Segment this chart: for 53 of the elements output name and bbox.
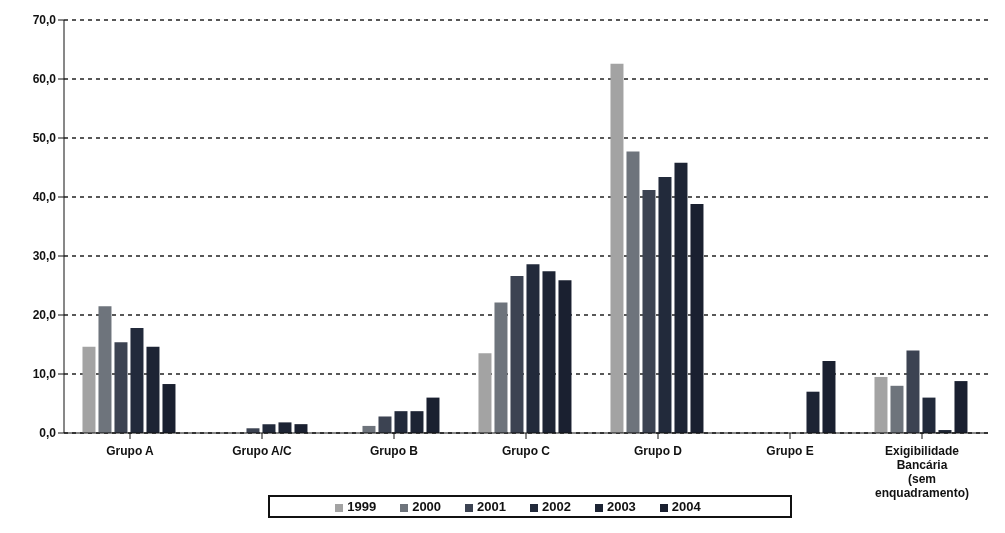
- legend-label: 1999: [347, 499, 377, 514]
- bar: [542, 271, 556, 433]
- x-tick-label: Grupo D: [634, 444, 683, 458]
- legend-label: 2002: [542, 499, 571, 514]
- y-tick-label: 0,0: [39, 426, 57, 441]
- legend-label: 2004: [671, 499, 701, 514]
- y-tick-label: 40,0: [32, 190, 57, 205]
- bar: [526, 264, 540, 433]
- x-tick-label: Grupo B: [370, 444, 419, 458]
- bar: [98, 306, 112, 433]
- bar: [874, 376, 888, 433]
- bar: [642, 189, 656, 433]
- y-tick-label: 60,0: [32, 72, 57, 87]
- bar: [378, 416, 392, 433]
- bar: [426, 397, 440, 433]
- bar: [690, 204, 704, 433]
- bar: [162, 384, 176, 433]
- bar: [954, 381, 968, 433]
- bar: [922, 397, 936, 433]
- bar: [494, 302, 508, 433]
- bar: [146, 346, 160, 433]
- x-tick-label: Exigibilidade Bancária (sem enquadramento): [874, 444, 970, 500]
- legend-label: 2000: [412, 499, 442, 514]
- bar: [890, 385, 904, 433]
- bar: [658, 176, 672, 433]
- y-tick-label: 20,0: [32, 308, 57, 323]
- bar: [410, 411, 424, 433]
- bar: [130, 327, 144, 433]
- legend-label: 2003: [606, 499, 636, 514]
- x-tick-label: Grupo C: [502, 444, 551, 458]
- y-tick-label: 70,0: [32, 13, 57, 28]
- x-tick-label: Grupo E: [766, 444, 814, 458]
- legend-label: 2001: [477, 499, 506, 514]
- y-tick-label: 50,0: [32, 131, 57, 146]
- bar: [278, 422, 292, 433]
- bar: [510, 276, 524, 433]
- bar: [610, 63, 624, 433]
- bar: [478, 353, 492, 433]
- bar: [558, 280, 572, 433]
- bar: [906, 350, 920, 433]
- y-tick-label: 30,0: [32, 249, 57, 264]
- bar: [82, 346, 96, 433]
- bar: [294, 424, 308, 433]
- bar: [674, 162, 688, 433]
- bar: [114, 342, 128, 433]
- y-tick-label: 10,0: [32, 367, 57, 382]
- bar: [262, 424, 276, 433]
- x-tick-label: Grupo A/C: [232, 444, 293, 458]
- x-tick-label: Grupo A: [106, 444, 155, 458]
- bar: [822, 361, 836, 433]
- bar: [394, 411, 408, 433]
- bar: [626, 151, 640, 433]
- bar: [806, 391, 820, 433]
